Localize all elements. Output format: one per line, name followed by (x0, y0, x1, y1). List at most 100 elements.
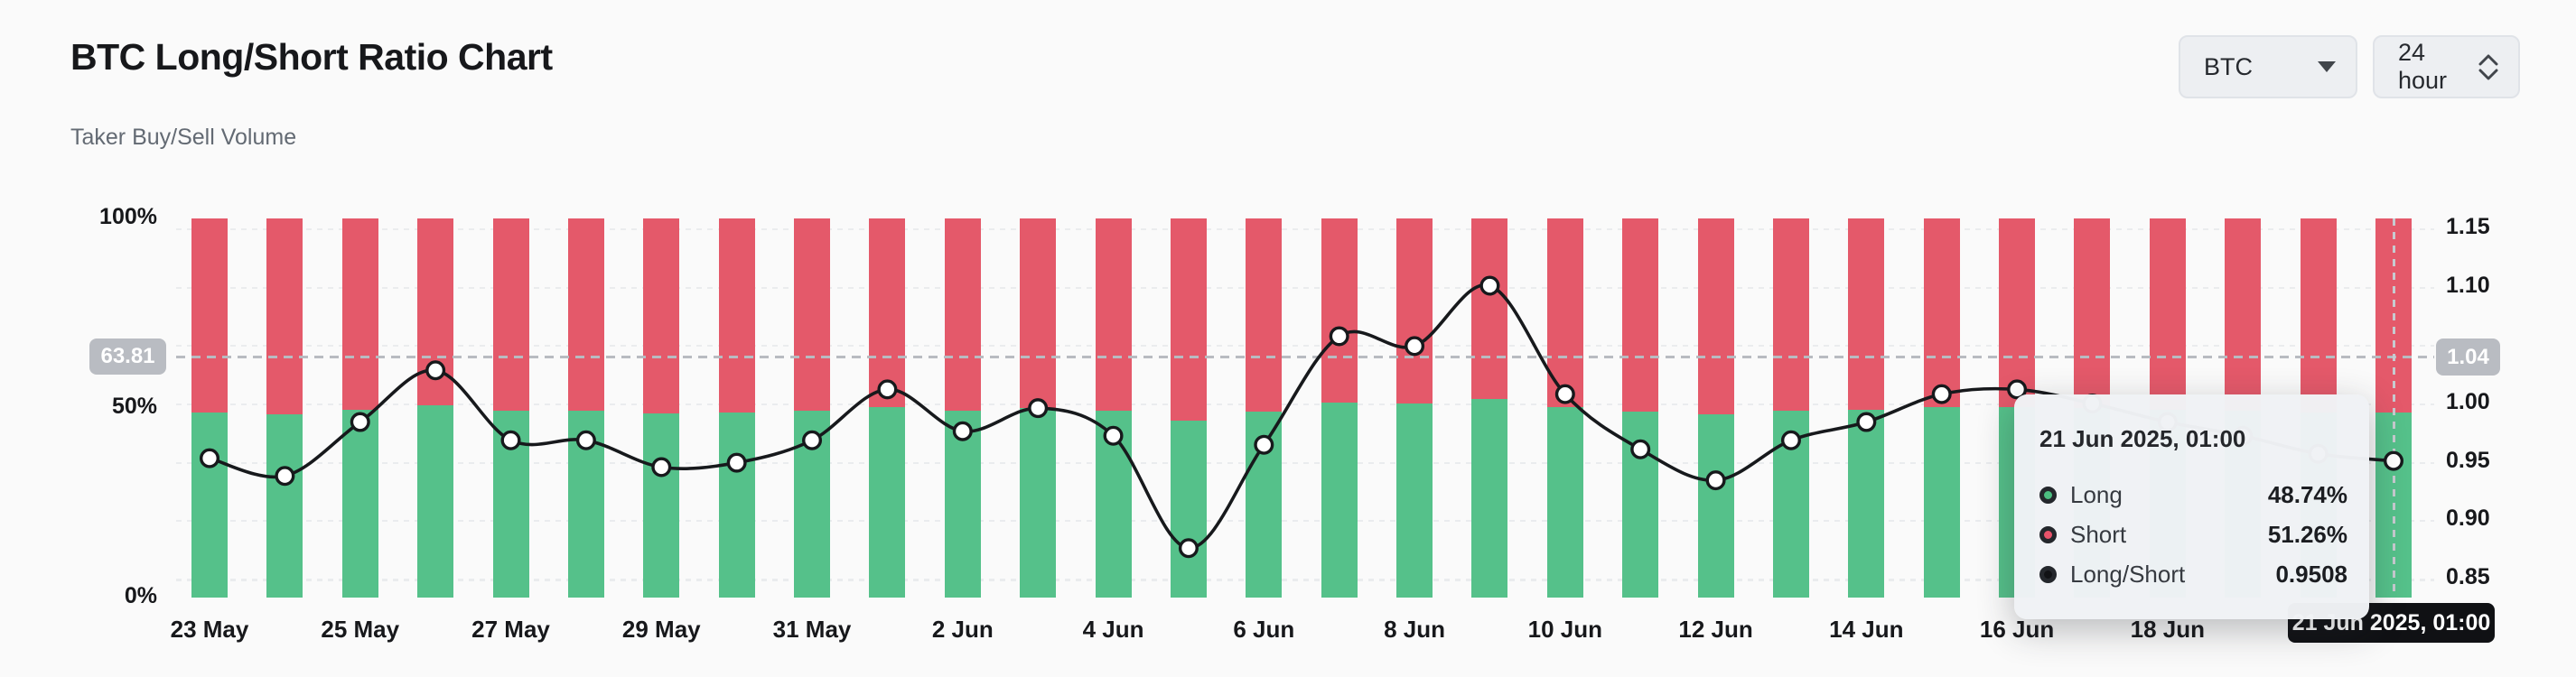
bar-short[interactable] (1772, 218, 1809, 412)
bar-short[interactable] (1170, 218, 1207, 421)
page-subtitle: Taker Buy/Sell Volume (70, 125, 297, 150)
tooltip-series-label: Short (2070, 520, 2127, 548)
bar-short[interactable] (1396, 218, 1433, 403)
bar-long[interactable] (492, 411, 529, 598)
x-axis-tick: 4 Jun (1082, 616, 1144, 643)
bar-long[interactable] (1772, 411, 1809, 598)
x-axis-tick: 18 Jun (2130, 616, 2206, 643)
tooltip-series-label: Long/Short (2070, 560, 2186, 588)
bar-short[interactable] (2225, 218, 2262, 411)
tooltip-series-value: 51.26% (2267, 520, 2347, 548)
left-axis-highlight-pill: 63.81 (89, 338, 166, 376)
bar-short[interactable] (1546, 218, 1583, 408)
bar-short[interactable] (1246, 218, 1283, 412)
x-axis-tick: 31 May (772, 616, 852, 643)
tooltip-row: Long/Short 0.9508 (2039, 554, 2347, 594)
bar-short[interactable] (417, 218, 454, 406)
bar-long[interactable] (794, 411, 831, 598)
y-axis-left-tick: 50% (111, 394, 157, 419)
bar-short[interactable] (567, 218, 604, 412)
x-axis-tick: 23 May (170, 616, 249, 643)
bar-long[interactable] (1622, 412, 1659, 598)
chart-controls: BTC 24 hour (2179, 35, 2520, 98)
interval-select-value: 24 hour (2398, 39, 2448, 94)
bar-short[interactable] (1923, 218, 1960, 408)
bar-long[interactable] (341, 409, 378, 598)
page-title: BTC Long/Short Ratio Chart (70, 36, 553, 78)
y-axis-right-tick: 0.95 (2446, 447, 2490, 473)
y-axis-left-tick: 100% (99, 204, 157, 229)
y-axis-right-tick: 1.15 (2446, 213, 2490, 239)
gridline (176, 580, 2434, 582)
bar-short[interactable] (1697, 218, 1734, 415)
bar-long[interactable] (1020, 408, 1057, 598)
y-axis-right-tick: 0.90 (2446, 505, 2490, 532)
bar-short[interactable] (1622, 218, 1659, 413)
bar-short[interactable] (191, 218, 228, 413)
bar-short[interactable] (643, 218, 680, 413)
bar-long[interactable] (944, 410, 981, 598)
bar-short[interactable] (1999, 218, 2036, 407)
tooltip: 21 Jun 2025, 01:00 Long 48.74% Short 51.26%… (2014, 394, 2369, 619)
y-axis-left-tick: 0% (124, 583, 157, 608)
bar-long[interactable] (1923, 407, 1960, 598)
bar-long[interactable] (1471, 398, 1508, 598)
x-axis-tick: 14 Jun (1829, 616, 1904, 643)
bar-long[interactable] (718, 413, 755, 598)
bar-long[interactable] (191, 413, 228, 598)
bar-long[interactable] (567, 411, 604, 598)
bar-short[interactable] (1848, 218, 1885, 410)
bar-long[interactable] (266, 413, 303, 598)
tooltip-series-value: 48.74% (2267, 480, 2347, 508)
bar-short[interactable] (492, 218, 529, 412)
x-axis-tick: 6 Jun (1233, 616, 1295, 643)
bar-long[interactable] (869, 406, 906, 598)
y-axis-right-tick: 1.10 (2446, 272, 2490, 298)
tooltip-rows: Long 48.74% Short 51.26% Long/Short 0.9508 (2039, 475, 2347, 594)
y-axis-right-tick: 1.00 (2446, 389, 2490, 414)
bar-short[interactable] (266, 218, 303, 414)
tooltip-series-label: Long (2070, 480, 2123, 508)
bar-short[interactable] (1471, 218, 1508, 399)
bar-long[interactable] (643, 413, 680, 598)
bar-short[interactable] (794, 218, 831, 412)
bar-long[interactable] (1848, 409, 1885, 598)
bar-short[interactable] (718, 218, 755, 413)
tooltip-date: 21 Jun 2025, 01:00 (2039, 425, 2246, 452)
bar-long[interactable] (1396, 403, 1433, 598)
bar-long[interactable] (1697, 414, 1734, 598)
chevron-updown-icon (2478, 54, 2498, 80)
bar-short[interactable] (1095, 218, 1132, 411)
gridline (176, 579, 2434, 581)
tooltip-row: Long 48.74% (2039, 475, 2347, 515)
series-dot-icon (2039, 525, 2057, 543)
right-axis-highlight-pill: 1.04 (2436, 338, 2500, 376)
gridline (176, 227, 2434, 230)
bar-short[interactable] (341, 218, 378, 410)
bar-short[interactable] (2074, 218, 2111, 408)
bar-long[interactable] (1321, 403, 1358, 598)
bar-long[interactable] (417, 405, 454, 598)
x-axis-tick: 10 Jun (1527, 616, 1602, 643)
bar-long[interactable] (1170, 420, 1207, 598)
x-axis-tick: 12 Jun (1678, 616, 1753, 643)
bar-short[interactable] (1020, 218, 1057, 409)
bar-long[interactable] (1546, 407, 1583, 598)
symbol-select[interactable]: BTC (2179, 35, 2357, 98)
bar-short[interactable] (944, 218, 981, 411)
series-dot-icon (2039, 565, 2057, 583)
bar-short[interactable] (2149, 218, 2186, 410)
symbol-select-value: BTC (2204, 52, 2253, 80)
bar-short[interactable] (1321, 218, 1358, 403)
bar-long[interactable] (1095, 410, 1132, 598)
x-axis-tick: 8 Jun (1384, 616, 1446, 643)
interval-select[interactable]: 24 hour (2373, 35, 2520, 98)
average-ratio-line (176, 356, 2434, 359)
x-axis-tick: 29 May (621, 616, 701, 643)
bar-long[interactable] (1246, 411, 1283, 598)
tooltip-series-value: 0.9508 (2275, 560, 2347, 588)
bar-short[interactable] (869, 218, 906, 407)
crosshair-line (2392, 218, 2395, 598)
x-axis-tick: 25 May (321, 616, 400, 643)
bar-short[interactable] (2300, 218, 2337, 413)
